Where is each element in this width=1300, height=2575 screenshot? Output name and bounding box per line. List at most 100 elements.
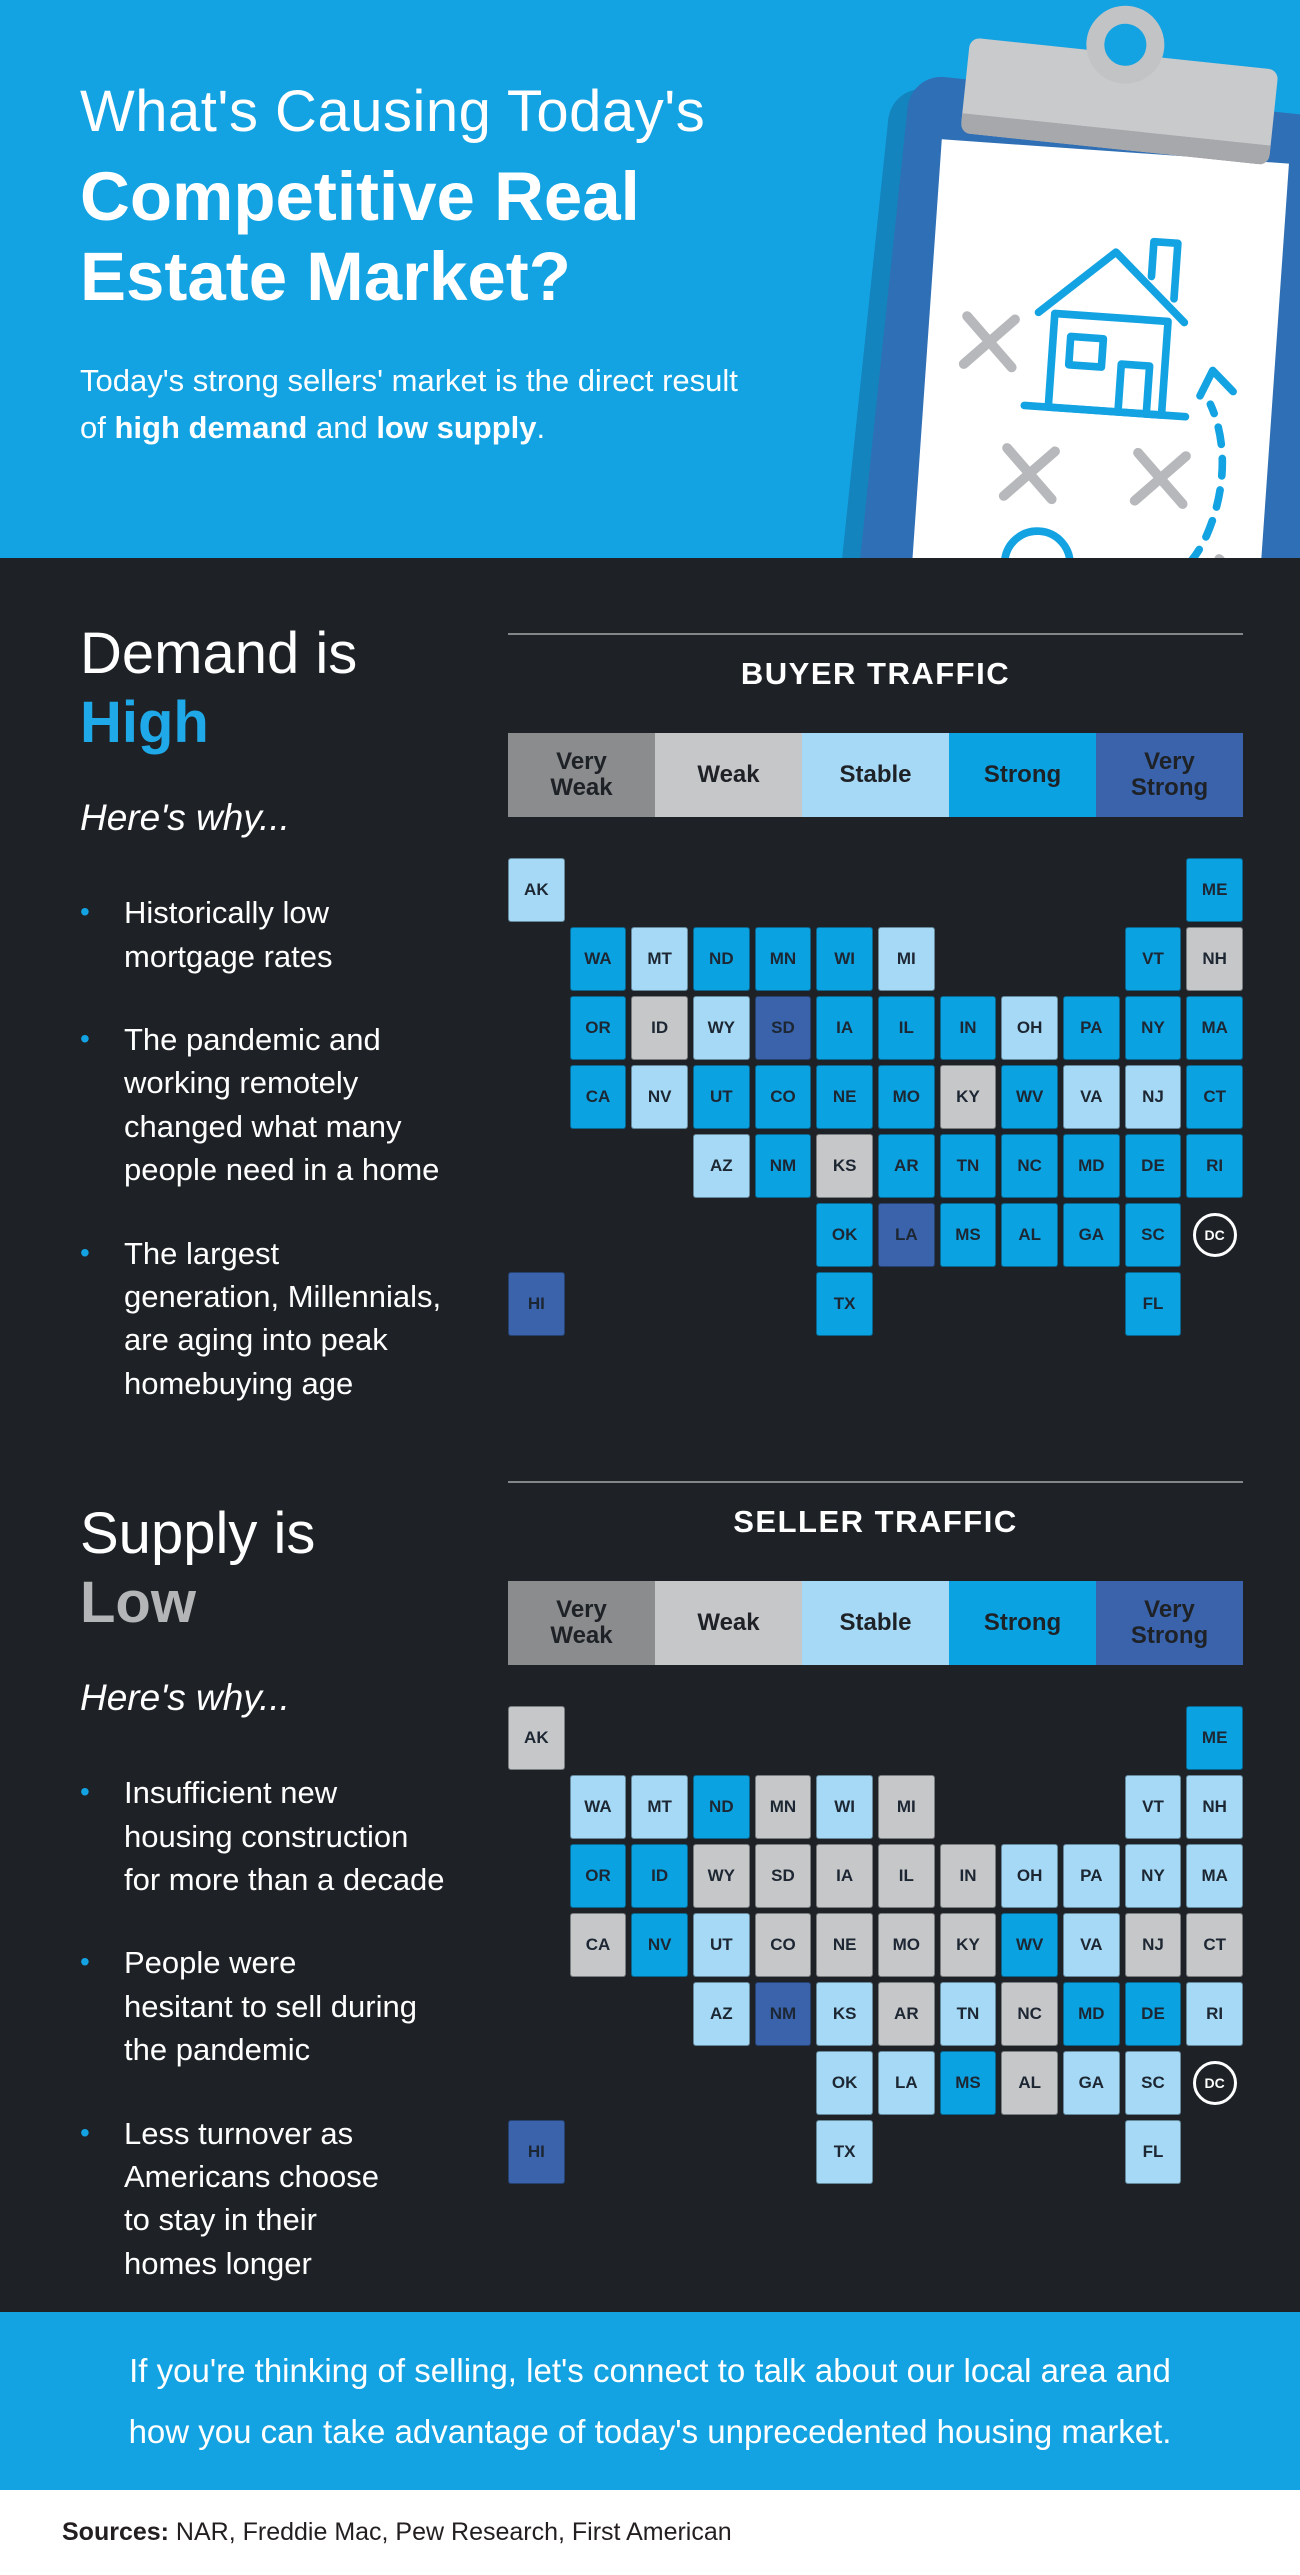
state-tile-ga: GA [1063, 2051, 1120, 2115]
list-item: • Historically low mortgage rates [80, 891, 505, 978]
traffic-legend: Very Weak Weak Stable Strong Very Strong [508, 1581, 1243, 1665]
state-tile-vt: VT [1124, 927, 1182, 991]
state-tile-ar: AR [878, 1982, 935, 2046]
state-tile-wv: WV [1001, 1065, 1058, 1129]
state-tile-de: DE [1124, 1134, 1182, 1198]
state-tile-sd: SD [754, 1844, 812, 1908]
hero-section: What's Causing Today's Competitive Real … [0, 0, 1300, 558]
state-tile-nv: NV [631, 1065, 688, 1129]
state-tile-wy: WY [693, 996, 750, 1060]
state-tile-ne: NE [816, 1913, 873, 1977]
state-tile-hi: HI [508, 2120, 565, 2184]
demand-section: Demand is High Here's why... • Historica… [80, 616, 505, 1445]
state-tile-tx: TX [816, 1272, 873, 1336]
seller-traffic-map: AK ME WA MT ND MN WI MI VT NH OR ID WY SD IA IL IN OH PA NY… [508, 1706, 1243, 2184]
list-item: • The largest generation, Millennials, a… [80, 1232, 505, 1406]
state-tile-wi: WI [816, 927, 873, 991]
legend-very-weak: Very Weak [508, 1581, 655, 1665]
state-tile-pa: PA [1063, 1844, 1120, 1908]
state-tile-az: AZ [693, 1982, 750, 2046]
list-item: • Less turnover as Americans choose to s… [80, 2112, 505, 2286]
state-tile-nm: NM [754, 1982, 812, 2046]
subtitle-bold-low-supply: low supply [376, 410, 537, 446]
page-title-line3: Estate Market? [80, 238, 571, 316]
arrow-head [1196, 366, 1237, 400]
state-tile-me: ME [1186, 858, 1243, 922]
buyer-traffic-panel: BUYER TRAFFIC Very Weak Weak Stable Stro… [508, 608, 1243, 1408]
state-tile-mn: MN [754, 927, 812, 991]
clipboard-illustration [820, 1, 1300, 558]
state-tile-va: VA [1063, 1913, 1120, 1977]
cta-band: If you're thinking of selling, let's con… [0, 2312, 1300, 2490]
demand-heading: Demand is [80, 621, 358, 686]
state-tile-wv: WV [1001, 1913, 1058, 1977]
page-title-line1: What's Causing Today's [80, 79, 706, 144]
state-tile-in: IN [939, 996, 997, 1060]
supply-tagline: Here's why... [80, 1677, 290, 1719]
seller-traffic-title: SELLER TRAFFIC [733, 1504, 1018, 1539]
cta-line2: how you can take advantage of today's un… [128, 2413, 1172, 2450]
state-tile-dc: DC [1192, 1213, 1237, 1257]
supply-heading-accent: Low [80, 1570, 196, 1636]
bullet-dot-icon: • [80, 2116, 90, 2148]
state-tile-vt: VT [1124, 1775, 1182, 1839]
demand-tagline: Here's why... [80, 797, 290, 839]
state-tile-la: LA [878, 2051, 935, 2115]
seller-traffic-panel: SELLER TRAFFIC Very Weak Weak Stable Str… [508, 1456, 1243, 2256]
legend-strong: Strong [949, 1581, 1096, 1665]
state-tile-de: DE [1124, 1982, 1182, 2046]
state-tile-wa: WA [569, 1775, 627, 1839]
state-tile-ar: AR [878, 1134, 935, 1198]
state-tile-ut: UT [693, 1913, 750, 1977]
legend-weak: Weak [655, 733, 802, 817]
state-tile-pa: PA [1063, 996, 1120, 1060]
divider [508, 1481, 1243, 1483]
state-tile-al: AL [1001, 2051, 1058, 2115]
supply-heading: Supply is [80, 1501, 316, 1566]
state-tile-ri: RI [1186, 1134, 1243, 1198]
state-tile-al: AL [1001, 1203, 1058, 1267]
state-tile-ct: CT [1186, 1913, 1243, 1977]
house-icon [1020, 237, 1190, 421]
state-tile-or: OR [569, 996, 627, 1060]
traffic-legend: Very Weak Weak Stable Strong Very Strong [508, 733, 1243, 817]
state-tile-ok: OK [816, 2051, 873, 2115]
bullet-dot-icon: • [80, 1022, 90, 1054]
supply-section: Supply is Low Here's why... • Insufficie… [80, 1496, 505, 2325]
state-tile-nd: ND [693, 927, 750, 991]
state-tile-ks: KS [816, 1982, 873, 2046]
state-tile-mn: MN [754, 1775, 812, 1839]
state-tile-mi: MI [878, 927, 935, 991]
subtitle-bold-high-demand: high demand [114, 410, 308, 446]
bullet-dot-icon: • [80, 1236, 90, 1268]
buyer-traffic-map: AK ME WA MT ND MN WI MI VT NH OR ID WY SD IA IL IN OH PA NY… [508, 858, 1243, 1336]
state-tile-az: AZ [693, 1134, 750, 1198]
x-marks [958, 311, 1273, 558]
state-tile-md: MD [1063, 1982, 1120, 2046]
state-tile-mo: MO [878, 1913, 935, 1977]
state-tile-nc: NC [1001, 1134, 1058, 1198]
legend-strong: Strong [949, 733, 1096, 817]
state-tile-hi: HI [508, 1272, 565, 1336]
state-tile-wy: WY [693, 1844, 750, 1908]
state-tile-ky: KY [939, 1913, 997, 1977]
state-tile-ak: AK [508, 1706, 565, 1770]
state-tile-me: ME [1186, 1706, 1243, 1770]
state-tile-nh: NH [1186, 1775, 1243, 1839]
state-tile-id: ID [631, 996, 688, 1060]
state-tile-tn: TN [939, 1134, 997, 1198]
divider [508, 633, 1243, 635]
sources-text: Sources: NAR, Freddie Mac, Pew Research,… [62, 2518, 732, 2546]
state-tile-mi: MI [878, 1775, 935, 1839]
state-tile-fl: FL [1124, 2120, 1182, 2184]
dashed-path [1068, 400, 1227, 558]
state-tile-va: VA [1063, 1065, 1120, 1129]
state-tile-in: IN [939, 1844, 997, 1908]
legend-very-strong: Very Strong [1096, 733, 1243, 817]
bullet-dot-icon: • [80, 1776, 90, 1808]
state-tile-co: CO [754, 1913, 812, 1977]
state-tile-ut: UT [693, 1065, 750, 1129]
clipboard-paper [906, 139, 1289, 558]
list-item: • People were hesitant to sell during th… [80, 1941, 505, 2071]
